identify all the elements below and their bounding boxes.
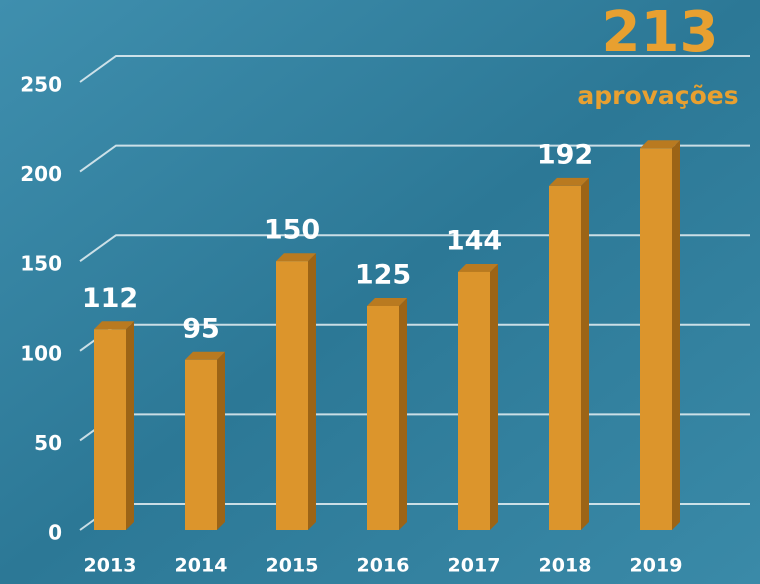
bar-side	[308, 253, 316, 530]
x-tick-label: 2014	[175, 555, 228, 577]
bar	[185, 360, 217, 530]
bar-side	[672, 140, 680, 530]
bar-side	[399, 298, 407, 530]
bar-side	[490, 264, 498, 530]
y-tick-label: 100	[20, 341, 62, 365]
bar	[276, 261, 308, 530]
bar	[458, 272, 490, 530]
x-tick-label: 2017	[448, 555, 501, 577]
x-tick-label: 2016	[357, 555, 410, 577]
bar-side	[217, 352, 225, 530]
bar	[94, 329, 126, 530]
value-label: 144	[446, 225, 502, 256]
y-tick-label: 200	[20, 162, 62, 186]
x-tick-label: 2015	[266, 555, 319, 577]
y-tick-label: 150	[20, 252, 62, 276]
x-tick-label: 2019	[630, 555, 683, 577]
value-label: 95	[182, 313, 220, 344]
value-label: 112	[82, 283, 138, 314]
bar	[367, 306, 399, 530]
value-label: 150	[264, 215, 320, 246]
y-tick-label: 0	[48, 521, 62, 545]
bar-side	[581, 178, 589, 530]
bar	[549, 186, 581, 530]
bar	[640, 148, 672, 530]
chart: 213 aprovações 0501001502002502013112201…	[0, 0, 760, 584]
x-tick-label: 2013	[84, 555, 137, 577]
bar-side	[126, 321, 134, 530]
value-label: 192	[537, 139, 593, 170]
x-tick-label: 2018	[539, 555, 592, 577]
value-label: 125	[355, 260, 411, 291]
y-tick-label: 50	[34, 431, 62, 455]
y-tick-label: 250	[20, 73, 62, 97]
annotation: aprovações	[577, 81, 738, 110]
